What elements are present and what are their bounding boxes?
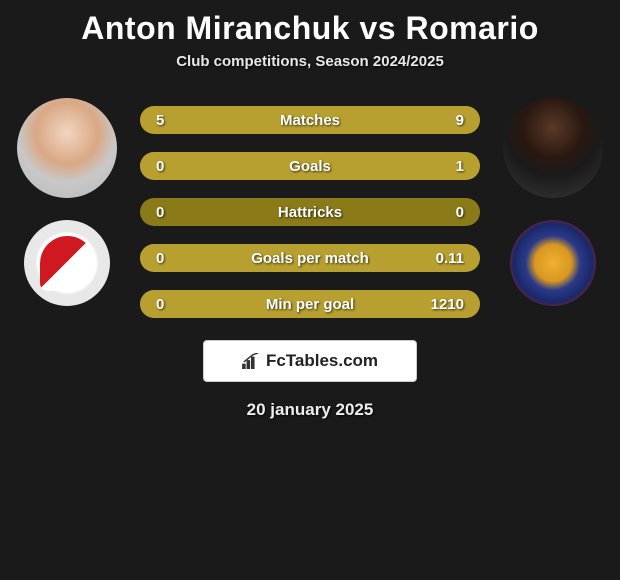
stat-bar: 0 1210 Min per goal (140, 290, 480, 318)
chart-icon (242, 353, 260, 369)
main-area: 5 9 Matches 0 1 Goals 0 0 Hattricks 0 0.11 Goals pe… (0, 98, 620, 318)
bar-right-value: 9 (456, 112, 464, 129)
subtitle: Club competitions, Season 2024/2025 (0, 53, 620, 70)
player1-club-badge (24, 220, 110, 306)
stat-bar: 5 9 Matches (140, 106, 480, 134)
right-side (498, 98, 608, 306)
infographic-container: Anton Miranchuk vs Romario Club competit… (0, 0, 620, 430)
stat-bar: 0 0.11 Goals per match (140, 244, 480, 272)
bar-left-value: 0 (156, 158, 164, 175)
bar-right-value: 1 (456, 158, 464, 175)
left-side (12, 98, 122, 306)
brand-text: FcTables.com (266, 351, 378, 371)
page-title: Anton Miranchuk vs Romario (0, 10, 620, 47)
stat-bar: 0 1 Goals (140, 152, 480, 180)
stat-bar: 0 0 Hattricks (140, 198, 480, 226)
bar-left-value: 0 (156, 204, 164, 221)
bar-left-value: 0 (156, 250, 164, 267)
brand-badge: FcTables.com (203, 340, 417, 382)
bar-left-value: 5 (156, 112, 164, 129)
date-text: 20 january 2025 (0, 400, 620, 420)
player1-avatar (17, 98, 117, 198)
bar-label: Goals (289, 158, 331, 175)
bar-left-value: 0 (156, 296, 164, 313)
comparison-bars: 5 9 Matches 0 1 Goals 0 0 Hattricks 0 0.11 Goals pe… (140, 98, 480, 318)
bar-label: Hattricks (278, 204, 342, 221)
bar-right-value: 0 (456, 204, 464, 221)
bar-right-value: 0.11 (436, 250, 464, 267)
bar-label: Min per goal (266, 296, 354, 313)
player2-avatar (503, 98, 603, 198)
bar-label: Matches (280, 112, 340, 129)
bar-right-value: 1210 (431, 296, 464, 313)
player2-club-badge (510, 220, 596, 306)
bar-label: Goals per match (251, 250, 369, 267)
